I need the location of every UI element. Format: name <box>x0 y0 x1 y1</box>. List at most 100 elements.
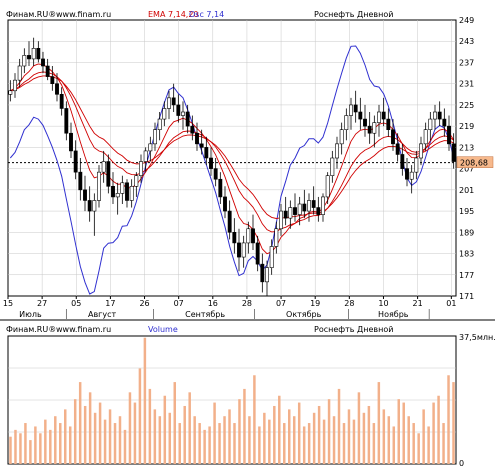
volume-bars-layer <box>9 337 455 464</box>
candle-body <box>414 157 419 173</box>
volume-bar <box>68 426 72 464</box>
volume-bar <box>452 382 455 464</box>
candle-body <box>31 48 36 60</box>
candle-body <box>451 143 456 162</box>
x-month-label: Сентябрь <box>185 310 225 319</box>
candle <box>288 200 293 229</box>
volume-bar <box>183 405 186 464</box>
volume-bar <box>143 337 147 464</box>
candle <box>325 172 330 204</box>
candle <box>405 158 409 187</box>
y-tick-label: 189 <box>459 228 474 237</box>
candle-body <box>73 150 78 173</box>
y-tick-label: 183 <box>459 250 474 259</box>
candle-body <box>17 65 22 81</box>
volume-bar <box>327 399 331 464</box>
candle <box>367 112 372 144</box>
x-month-label: Октябрь <box>286 310 322 319</box>
candle <box>316 196 321 222</box>
last-price-value: 208,68 <box>460 159 488 168</box>
ema-14-line <box>10 71 454 233</box>
candle-body <box>372 122 377 134</box>
candle <box>269 239 274 275</box>
x-tick-label: 01 <box>446 299 456 308</box>
candle <box>297 196 302 226</box>
last-price-tag-box <box>456 156 494 168</box>
candle <box>41 51 45 74</box>
volume-bar <box>412 423 415 464</box>
candle-body <box>353 104 358 113</box>
volume-bar <box>377 382 381 464</box>
candle <box>190 115 195 141</box>
volume-bar <box>188 392 191 464</box>
y-tick-label: 219 <box>459 122 474 131</box>
ema-label: EMA 7,14,20 <box>148 10 199 19</box>
candle-body <box>237 242 241 258</box>
volume-bar <box>203 429 206 464</box>
candle-body <box>442 118 447 127</box>
x-tick-label: 28 <box>242 299 252 308</box>
candle <box>92 193 97 236</box>
candle-body <box>419 143 423 159</box>
volume-bar <box>178 423 181 464</box>
x-tick-label: 26 <box>139 299 149 308</box>
volume-bar <box>113 423 117 464</box>
candle-body <box>87 200 92 212</box>
ema-20-line <box>10 75 454 219</box>
candles-layer <box>8 37 456 296</box>
volume-bar <box>288 409 291 464</box>
volume-bar <box>307 423 311 464</box>
candle <box>265 260 269 296</box>
candle <box>437 101 442 127</box>
candle-body <box>199 143 204 148</box>
candle <box>181 101 185 130</box>
candle <box>344 108 349 141</box>
candle <box>167 90 171 120</box>
candle <box>419 136 423 166</box>
volume-bar <box>292 416 296 464</box>
candle <box>106 154 111 194</box>
candle-body <box>22 55 27 67</box>
candle <box>423 122 428 151</box>
volume-bar <box>88 392 92 464</box>
candle-body <box>115 193 120 198</box>
x-tick-label: 21 <box>413 299 423 308</box>
candle-body <box>288 207 293 219</box>
candle-body <box>209 157 213 169</box>
osc-label: Osc 7,14 <box>189 10 224 19</box>
volume-bar <box>49 429 52 464</box>
volume-bar <box>248 416 251 464</box>
volume-bar <box>64 409 67 464</box>
x-tick-label: 17 <box>105 299 115 308</box>
candle-body <box>97 171 101 201</box>
candle-body <box>78 171 83 191</box>
volume-bar <box>123 429 127 464</box>
volume-bar <box>228 409 231 464</box>
candle-body <box>45 65 50 77</box>
y-tick-label: 243 <box>459 37 474 46</box>
volume-bar <box>417 433 420 464</box>
top-instrument-label: Роснефть Дневной <box>314 10 393 19</box>
candle-body <box>265 267 269 283</box>
candle <box>246 221 251 254</box>
candle <box>391 119 395 151</box>
volume-bar <box>153 409 157 464</box>
volume-bar <box>432 402 435 464</box>
candle-body <box>423 129 428 145</box>
candle <box>22 48 27 74</box>
candle-body <box>36 48 41 60</box>
candle <box>139 154 143 183</box>
candle <box>69 122 73 158</box>
candle <box>129 179 134 208</box>
date-axis-days: 15 27 05 17 26 07 16 28 07 19 28 10 21 01 <box>3 296 456 308</box>
candle-body <box>41 58 45 67</box>
candle <box>414 150 419 180</box>
volume-min-label: 0 <box>459 459 464 468</box>
candle <box>335 136 339 169</box>
volume-grid <box>8 367 456 433</box>
candle <box>372 115 377 148</box>
bottom-source-label: Финам.RU® <box>6 325 56 334</box>
candle-body <box>157 118 162 130</box>
candle-body <box>325 175 330 198</box>
candle-body <box>50 76 55 84</box>
